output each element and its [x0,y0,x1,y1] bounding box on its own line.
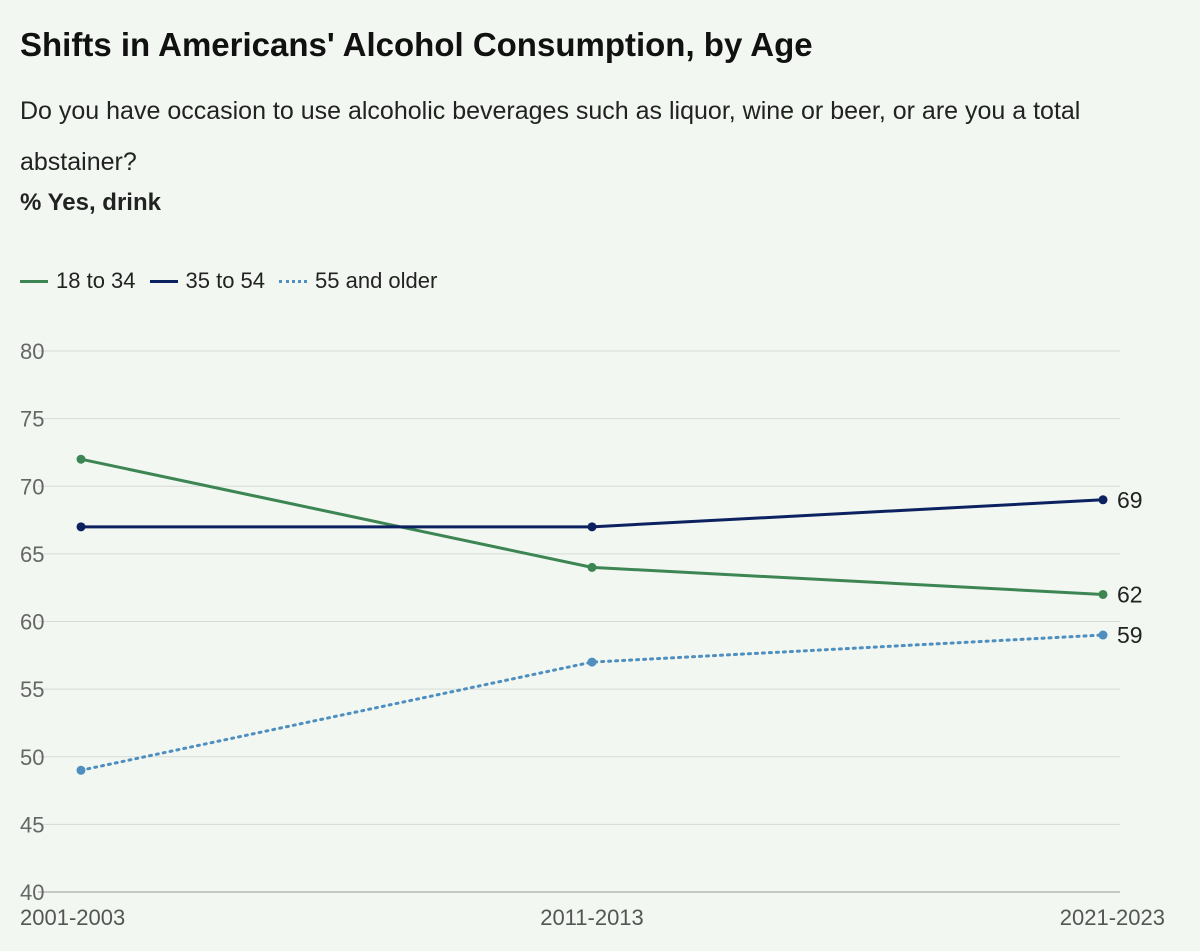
legend-label-55-and-older: 55 and older [315,268,438,293]
y-tick-label-55: 55 [20,677,44,702]
legend-swatch-18-to-34 [20,279,48,283]
y-axis: 80 75 70 65 60 55 50 45 40 [20,339,44,905]
data-point-55-and-older-2021-2023 [1098,630,1108,640]
series-points [76,454,1108,775]
x-tick-label-2021-2023: 2021-2023 [1060,905,1165,930]
legend-label-35-to-54: 35 to 54 [185,268,266,293]
x-tick-label-2011-2013: 2011-2013 [540,905,644,930]
y-tick-label-75: 75 [20,407,44,432]
data-point-35-to-54-2011-2013 [587,522,597,532]
data-point-18-to-34-2001-2003 [76,454,86,464]
end-labels: 62 69 59 [1117,487,1143,648]
legend-swatch-55-and-older [279,279,308,283]
data-point-18-to-34-2011-2013 [587,562,597,572]
data-point-55-and-older-2011-2013 [587,657,597,667]
end-label-35-to-54: 69 [1117,487,1143,513]
legend-item-55-and-older: 55 and older [279,268,437,294]
y-tick-label-50: 50 [20,745,44,770]
chart-subtitle: Do you have occasion to use alcoholic be… [20,97,1081,176]
legend-item-35-to-54: 35 to 54 [149,268,266,294]
data-point-35-to-54-2021-2023 [1098,495,1108,505]
x-tick-label-2001-2003: 2001-2003 [20,905,125,930]
x-axis: 2001-2003 2011-2013 2021-2023 [20,905,1165,930]
gridlines [38,350,1120,893]
series-line-55-and-older [79,633,1105,772]
legend-swatch-35-to-54 [149,279,178,283]
legend-item-18-to-34: 18 to 34 [20,268,136,294]
y-tick-label-60: 60 [20,610,44,635]
y-tick-label-70: 70 [20,474,44,499]
data-point-18-to-34-2021-2023 [1098,589,1108,599]
y-tick-label-65: 65 [20,542,44,567]
data-point-55-and-older-2001-2003 [76,765,86,775]
end-label-55-and-older: 59 [1117,622,1143,648]
data-point-35-to-54-2001-2003 [76,522,86,532]
end-label-18-to-34: 62 [1117,581,1143,607]
chart-legend: 18 to 34 35 to 54 55 and older [20,268,437,294]
y-tick-label-80: 80 [20,339,44,364]
chart-title: Shifts in Americans' Alcohol Consumption… [20,26,813,63]
legend-label-18-to-34: 18 to 34 [56,268,136,293]
y-tick-label-45: 45 [20,812,44,837]
measure-label: % Yes, drink [20,189,161,216]
y-tick-label-40: 40 [20,880,44,905]
series-lines [79,457,1105,772]
